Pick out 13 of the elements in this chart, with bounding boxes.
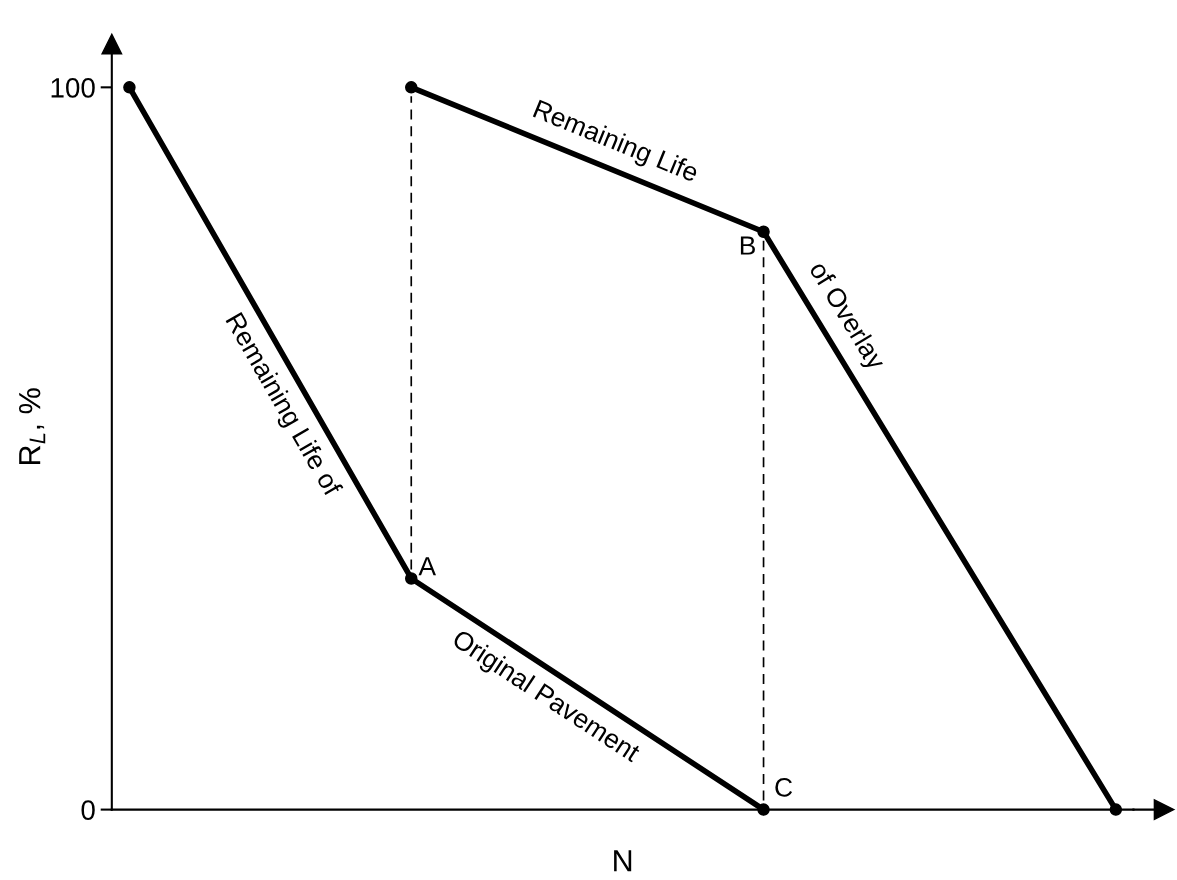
x-axis-title: N bbox=[614, 850, 632, 872]
annotation: A bbox=[418, 557, 437, 576]
point bbox=[1109, 803, 1123, 816]
point bbox=[757, 803, 770, 816]
annotation: B bbox=[740, 236, 755, 255]
point bbox=[405, 81, 418, 94]
point bbox=[405, 572, 418, 585]
annotation: C bbox=[775, 778, 793, 797]
point bbox=[123, 81, 136, 94]
y-axis-title: R$_{L}$, % bbox=[18, 388, 46, 465]
point bbox=[757, 225, 770, 239]
y-tick-label: 0 bbox=[81, 800, 95, 820]
y-tick-label: 100 bbox=[51, 78, 95, 98]
